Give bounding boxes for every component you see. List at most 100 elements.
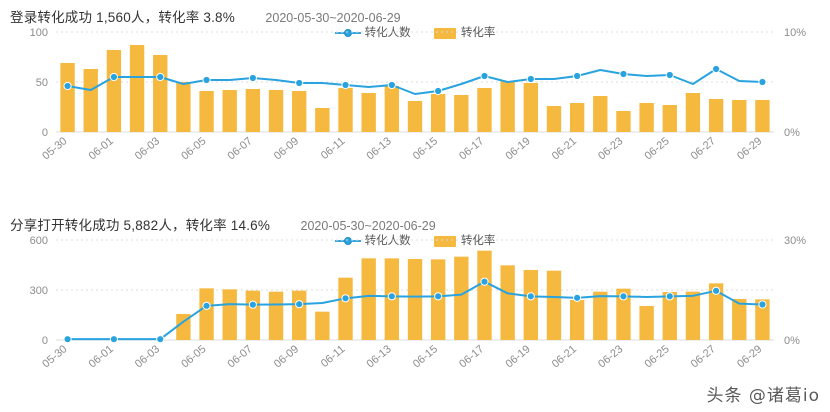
- bar[interactable]: [106, 50, 122, 132]
- bar[interactable]: [338, 277, 353, 340]
- line-point[interactable]: [526, 292, 535, 301]
- bar[interactable]: [222, 90, 237, 132]
- bar[interactable]: [685, 93, 701, 132]
- line-point[interactable]: [387, 292, 396, 301]
- line-point[interactable]: [248, 73, 257, 83]
- line-point[interactable]: [202, 301, 211, 310]
- bar[interactable]: [268, 90, 284, 132]
- line-point[interactable]: [573, 71, 582, 81]
- line-point[interactable]: [341, 80, 350, 90]
- bar[interactable]: [593, 291, 608, 340]
- line-point[interactable]: [63, 81, 72, 91]
- bar[interactable]: [315, 108, 330, 132]
- line-point[interactable]: [248, 300, 257, 309]
- bar[interactable]: [361, 93, 376, 132]
- bar[interactable]: [245, 290, 261, 340]
- bar[interactable]: [199, 91, 214, 132]
- bar[interactable]: [685, 291, 701, 340]
- legend-item-bar-share[interactable]: 转化率: [433, 232, 495, 250]
- bar[interactable]: [755, 100, 770, 132]
- line-point[interactable]: [63, 335, 72, 344]
- bar[interactable]: [593, 96, 608, 132]
- bar[interactable]: [292, 91, 307, 132]
- bar[interactable]: [407, 101, 423, 132]
- line-point[interactable]: [712, 64, 721, 74]
- line-point[interactable]: [295, 300, 304, 309]
- bar[interactable]: [477, 250, 492, 340]
- line-point[interactable]: [480, 277, 489, 286]
- bar[interactable]: [83, 69, 98, 132]
- bar[interactable]: [477, 88, 492, 132]
- bar[interactable]: [176, 314, 191, 340]
- y-axis-tick: 0: [42, 127, 48, 139]
- bar[interactable]: [569, 300, 585, 340]
- bar[interactable]: [616, 111, 631, 132]
- bar[interactable]: [500, 265, 515, 340]
- bar[interactable]: [546, 106, 562, 132]
- line-point[interactable]: [434, 292, 443, 301]
- bar[interactable]: [199, 288, 214, 340]
- bar[interactable]: [384, 86, 400, 132]
- bar[interactable]: [639, 103, 654, 132]
- line-point[interactable]: [526, 74, 535, 84]
- bar[interactable]: [755, 299, 770, 340]
- bar[interactable]: [407, 259, 423, 340]
- bar[interactable]: [732, 100, 747, 132]
- line-point[interactable]: [619, 292, 628, 301]
- line-point[interactable]: [109, 72, 119, 82]
- bar[interactable]: [245, 89, 261, 132]
- line-point[interactable]: [758, 77, 767, 87]
- line-point[interactable]: [573, 293, 582, 302]
- plot-area-share[interactable]: 0 300 600 0% 30% 05-30 06-01 06-03 06-05 06-07 06-…: [0, 232, 830, 384]
- page-title: 登录转化成功 1,560人，转化率 3.8%: [10, 10, 235, 25]
- plot-area-login[interactable]: 0 50 100 0% 10% 05-30 06-01 06-03 06-05 06-07 06-0…: [0, 24, 830, 176]
- bar[interactable]: [708, 99, 724, 132]
- line-point[interactable]: [341, 294, 350, 303]
- line-legend-icon: [334, 28, 361, 38]
- line-point[interactable]: [712, 286, 721, 295]
- bar[interactable]: [430, 94, 446, 132]
- bar[interactable]: [708, 283, 724, 340]
- line-point[interactable]: [665, 292, 674, 301]
- line-point[interactable]: [480, 71, 489, 81]
- bar[interactable]: [454, 256, 469, 340]
- bar[interactable]: [569, 103, 585, 132]
- x-axis-tick: 06-11: [319, 135, 348, 162]
- bar[interactable]: [546, 270, 562, 340]
- line-point[interactable]: [619, 69, 628, 79]
- line-point[interactable]: [434, 86, 443, 96]
- bar[interactable]: [338, 88, 353, 132]
- line-point[interactable]: [665, 70, 674, 80]
- bar[interactable]: [129, 45, 145, 132]
- line-point[interactable]: [202, 75, 211, 85]
- line-point[interactable]: [156, 72, 165, 82]
- bar[interactable]: [361, 258, 376, 340]
- legend-item-line-share[interactable]: 转化人数: [334, 232, 411, 250]
- bar[interactable]: [500, 81, 515, 132]
- bar[interactable]: [732, 299, 747, 340]
- x-axis-tick: 06-23: [596, 135, 625, 162]
- bar[interactable]: [60, 63, 75, 132]
- bar[interactable]: [639, 306, 654, 340]
- legend-item-bar[interactable]: 转化率: [433, 24, 495, 42]
- bar[interactable]: [523, 83, 538, 132]
- line-point[interactable]: [109, 335, 119, 344]
- bar[interactable]: [662, 105, 677, 132]
- line-point[interactable]: [758, 300, 767, 309]
- bar[interactable]: [176, 82, 191, 132]
- bar[interactable]: [292, 290, 307, 340]
- bar[interactable]: [315, 311, 330, 340]
- line-point[interactable]: [387, 80, 396, 90]
- legend-item-line[interactable]: 转化人数: [334, 24, 411, 42]
- bar[interactable]: [268, 291, 284, 340]
- bar[interactable]: [662, 292, 677, 340]
- bar[interactable]: [153, 55, 168, 132]
- line-point[interactable]: [156, 335, 165, 344]
- line-series: [66, 68, 764, 95]
- bar[interactable]: [454, 95, 469, 132]
- bar[interactable]: [616, 288, 631, 340]
- line-point[interactable]: [295, 78, 304, 88]
- bar[interactable]: [523, 270, 538, 340]
- bar[interactable]: [222, 289, 237, 340]
- x-axis-tick: 06-25: [642, 343, 671, 370]
